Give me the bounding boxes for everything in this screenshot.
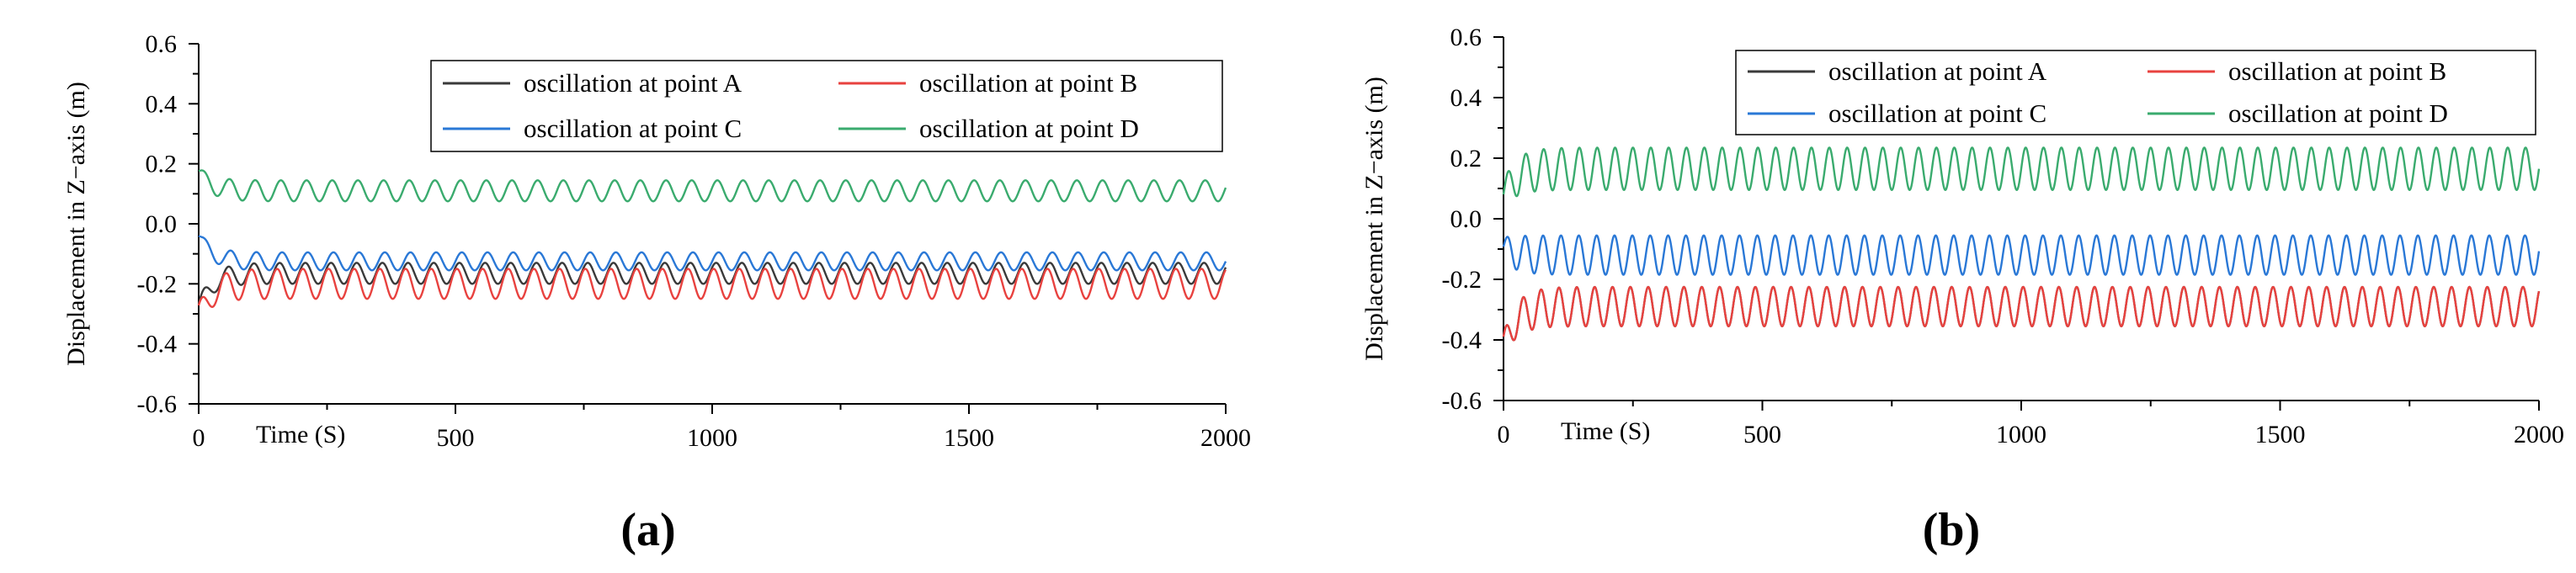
- y-tick-label: 0.4: [1450, 84, 1482, 112]
- series-line-a: [197, 262, 1227, 305]
- series-line-b: [1502, 285, 2541, 342]
- y-tick-label: -0.2: [137, 270, 178, 298]
- x-tick-label: 1000: [687, 424, 737, 452]
- series-line-c: [1502, 234, 2541, 276]
- legend-label: oscillation at point A: [1828, 56, 2047, 86]
- y-tick-label: 0.6: [146, 30, 178, 58]
- series-line-d: [1502, 146, 2541, 198]
- series-line-d: [198, 169, 1227, 203]
- legend-box: [1735, 50, 2536, 135]
- y-axis-title: Displacement in Z−axis (m): [1360, 77, 1388, 361]
- y-tick-label: -0.4: [137, 331, 178, 358]
- y-tick-label: -0.2: [1442, 266, 1482, 294]
- legend-label: oscillation at point D: [919, 114, 1139, 143]
- y-tick-label: -0.6: [1442, 387, 1482, 415]
- panel-label: (b): [1923, 504, 1980, 556]
- x-tick-label: 0: [1498, 421, 1510, 448]
- chart-panel-a: -0.6 -0.4 -0.2 0.0 0.2 0.4 0.6 0 500 1000 1500 2000…: [62, 30, 1251, 556]
- y-tick-label: 0.2: [146, 151, 178, 178]
- legend-label: oscillation at point A: [524, 68, 742, 98]
- x-tick-label: 2000: [1200, 424, 1251, 452]
- x-axis-title: Time (S): [256, 421, 345, 448]
- series-line-b: [197, 268, 1227, 308]
- x-tick-label: 1500: [2255, 421, 2306, 448]
- chart-panel-b: -0.6 -0.4 -0.2 0.0 0.2 0.4 0.6 0 500 1000 1500 2000…: [1360, 24, 2564, 556]
- x-axis-title: Time (S): [1561, 417, 1650, 445]
- legend-box: [430, 60, 1223, 152]
- panel-label: (a): [620, 504, 675, 556]
- legend-label: oscillation at point B: [2228, 56, 2446, 86]
- x-tick-label: 500: [1743, 421, 1781, 448]
- x-tick-label: 1000: [1996, 421, 2046, 448]
- legend-label: oscillation at point B: [919, 68, 1137, 98]
- legend-label: oscillation at point C: [524, 114, 742, 143]
- legend-label: oscillation at point C: [1828, 98, 2046, 128]
- y-tick-label: 0.2: [1450, 145, 1482, 172]
- x-tick-label: 500: [437, 424, 475, 452]
- y-tick-label: 0.6: [1450, 24, 1482, 51]
- x-tick-label: 1500: [944, 424, 994, 452]
- y-tick-label: 0.4: [146, 90, 178, 118]
- x-tick-label: 0: [193, 424, 205, 452]
- legend-label: oscillation at point D: [2228, 98, 2448, 128]
- y-tick-label: -0.6: [137, 390, 178, 418]
- y-tick-label: 0.0: [1450, 205, 1482, 233]
- y-tick-label: -0.4: [1442, 326, 1482, 354]
- series-line-c: [198, 235, 1227, 272]
- y-tick-label: 0.0: [146, 210, 178, 238]
- y-axis-title: Displacement in Z−axis (m): [62, 82, 90, 366]
- x-tick-label: 2000: [2514, 421, 2564, 448]
